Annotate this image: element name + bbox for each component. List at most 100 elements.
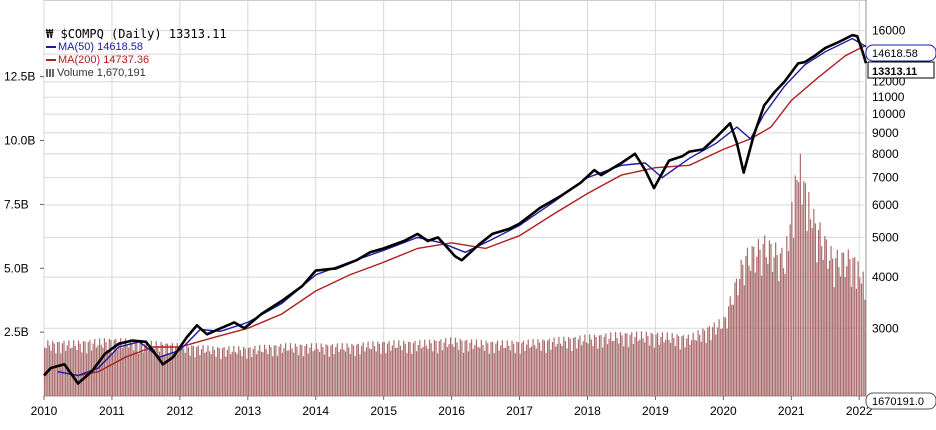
volume-bar xyxy=(521,343,523,396)
volume-bar xyxy=(84,341,86,396)
volume-bar xyxy=(658,344,660,396)
volume-bar xyxy=(503,347,505,396)
volume-bar xyxy=(212,346,214,396)
volume-bar xyxy=(420,348,423,396)
legend-ma200: MA(200) 14737.36 xyxy=(46,54,227,67)
price-tick-label: 4000 xyxy=(872,270,899,284)
volume-bar xyxy=(401,350,403,396)
volume-bar xyxy=(590,339,592,396)
volume-bar xyxy=(173,352,175,396)
volume-bar xyxy=(171,343,173,396)
volume-bar xyxy=(260,351,262,396)
volume-bar xyxy=(291,348,293,396)
volume-bar xyxy=(571,351,573,396)
volume-bar xyxy=(194,357,196,396)
volume-bar xyxy=(618,343,620,396)
volume-bar xyxy=(147,350,149,396)
volume-bar xyxy=(197,345,199,396)
volume-bar xyxy=(522,340,524,396)
volume-bar xyxy=(385,353,387,396)
volume-bar xyxy=(325,344,327,396)
volume-bar xyxy=(602,347,604,396)
volume-bar xyxy=(496,340,499,396)
volume-bar xyxy=(626,333,628,396)
volume-bar xyxy=(542,339,544,396)
volume-bar xyxy=(574,336,576,396)
legend-ma50: MA(50) 14618.58 xyxy=(46,41,227,54)
volume-bar xyxy=(210,354,212,396)
volume-bar xyxy=(660,336,662,396)
volume-bar xyxy=(631,332,633,396)
volume-bar xyxy=(569,338,571,396)
volume-bar xyxy=(819,222,821,396)
volume-bar xyxy=(220,359,222,396)
volume-bar xyxy=(320,343,322,396)
volume-bar xyxy=(621,335,623,396)
volume-bar xyxy=(735,278,738,396)
volume-bar xyxy=(732,304,734,396)
volume-bar xyxy=(448,344,450,396)
legend-ma50-text: MA(50) 14618.58 xyxy=(58,41,143,53)
volume-bar xyxy=(627,347,630,396)
volume-bar xyxy=(170,345,172,396)
volume-bar xyxy=(437,353,439,396)
volume-bar xyxy=(380,353,382,396)
volume-bar xyxy=(799,153,801,396)
volume-bar xyxy=(509,350,512,396)
volume-bar xyxy=(427,348,429,396)
volume-bar xyxy=(720,328,722,396)
volume-bar xyxy=(832,258,834,396)
volume-bar xyxy=(63,340,65,396)
volume-bar xyxy=(576,348,578,396)
volume-bar xyxy=(681,336,683,396)
volume-bar xyxy=(817,229,820,396)
volume-bar xyxy=(816,262,818,396)
volume-bar xyxy=(668,339,670,396)
volume-bar xyxy=(208,351,211,396)
volume-bar xyxy=(310,343,313,396)
volume-bar xyxy=(247,347,250,396)
volume-bar xyxy=(53,343,55,396)
volume-bar xyxy=(372,341,374,396)
volume-bar xyxy=(647,335,649,396)
volume-bar xyxy=(255,354,258,396)
volume-bar xyxy=(483,350,486,396)
volume-bar xyxy=(579,335,581,396)
volume-bar xyxy=(306,343,308,396)
volume-bar xyxy=(508,345,510,396)
volume-bar xyxy=(479,347,481,396)
year-tick-label: 2016 xyxy=(438,404,465,418)
volume-bar xyxy=(762,244,764,396)
volume-bar xyxy=(474,345,476,396)
volume-bar xyxy=(748,265,750,396)
volume-bar xyxy=(74,345,76,396)
volume-bar xyxy=(665,339,667,396)
volume-bar xyxy=(789,224,791,396)
volume-bar xyxy=(344,351,347,396)
year-tick-label: 2020 xyxy=(710,404,737,418)
volume-bar xyxy=(798,182,800,396)
volume-bar xyxy=(767,263,769,396)
volume-bar xyxy=(495,343,497,396)
volume-bar xyxy=(708,326,710,396)
volume-bar xyxy=(686,338,688,396)
volume-bar xyxy=(710,340,712,396)
volume-bar xyxy=(202,345,204,396)
volume-bar xyxy=(318,351,321,396)
volume-bar xyxy=(270,347,272,396)
volume-bar xyxy=(365,347,368,396)
volume-bar xyxy=(608,338,610,396)
volume-bar xyxy=(836,249,838,396)
volume-bar xyxy=(238,346,240,396)
volume-bar xyxy=(707,327,709,396)
volume-bar xyxy=(443,342,445,396)
volume-bar xyxy=(757,239,760,396)
volume-bar xyxy=(352,345,355,396)
volume-bar xyxy=(204,353,206,396)
volume-bar xyxy=(530,346,533,396)
volume-bar xyxy=(587,343,589,396)
volume-bar xyxy=(616,338,618,396)
volume-bar xyxy=(105,342,107,396)
volume-bar xyxy=(239,350,241,396)
volume-bar xyxy=(718,319,720,396)
